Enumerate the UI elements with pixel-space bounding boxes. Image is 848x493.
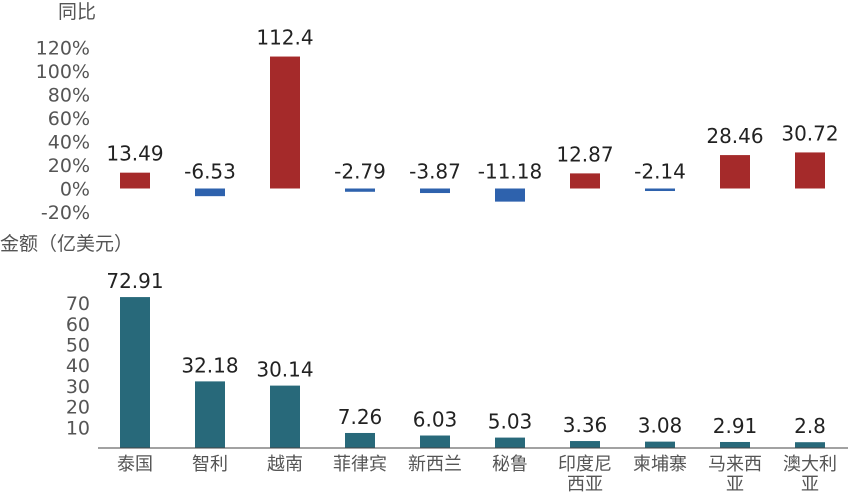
category-label: 新西兰 [408,454,462,475]
amount-axis-label: 金额（亿美元） [0,233,133,255]
amount-bar [195,381,225,448]
category-label: 智利 [192,454,228,475]
amount-bar [495,437,525,448]
amount-data-label: 7.26 [338,405,383,429]
category-label: 亚 [726,474,744,493]
category-label: 泰国 [117,454,153,475]
amount-bar [645,441,675,448]
yoy-bar [195,188,225,197]
yoy-ticks: 120%100%80%60%40%20%0%-20% [36,38,90,224]
yoy-data-label: -11.18 [478,160,542,184]
category-label: 马来西 [708,454,762,475]
amount-bar [345,432,375,448]
category-label: 柬埔寨 [633,454,687,475]
amount-data-label: 72.91 [106,269,163,293]
yoy-data-label: -6.53 [184,160,236,184]
amount-bar [270,385,300,448]
amount-bar [570,441,600,448]
amount-tick-label: 70 [66,293,90,315]
amount-data-labels: 72.91 32.18 30.14 7.26 6.03 5.03 3.36 3.08 2.91 2… [106,269,826,438]
yoy-tick-label: 80% [48,85,90,107]
amount-tick-label: 50 [66,335,90,357]
yoy-bar [795,152,825,189]
yoy-tick-label: 100% [36,61,90,83]
category-label: 越南 [267,454,303,475]
category-label: 菲律宾 [333,454,387,475]
yoy-tick-label: -20% [41,202,90,224]
amount-data-label: 2.8 [794,414,826,438]
amount-tick-label: 60 [66,314,90,336]
amount-bar [120,297,150,448]
amount-data-label: 5.03 [488,410,533,434]
yoy-bar [420,188,450,194]
yoy-bars [120,56,825,202]
amount-bar [795,442,825,448]
yoy-tick-label: 60% [48,108,90,130]
yoy-bar [570,173,600,189]
amount-data-label: 3.36 [563,413,608,437]
yoy-data-label: 13.49 [106,142,163,166]
yoy-data-label: -3.87 [409,160,461,184]
amount-tick-label: 20 [66,397,90,419]
category-label: 印度尼 [558,454,612,475]
yoy-data-label: 28.46 [706,124,763,148]
category-label: 秘鲁 [492,454,528,475]
amount-data-label: 2.91 [713,414,758,438]
yoy-tick-label: 20% [48,155,90,177]
amount-tick-label: 30 [66,376,90,398]
amount-data-label: 6.03 [413,408,458,432]
amount-bars [120,297,825,448]
yoy-tick-label: 0% [60,179,90,201]
category-label: 西亚 [567,474,603,493]
yoy-bar [495,188,525,202]
yoy-chart: 同比 120%100%80%60%40%20%0%-20% 13.49 -6.53… [36,1,839,224]
yoy-data-label: -2.14 [634,160,686,184]
yoy-bar [720,155,750,189]
yoy-data-label: -2.79 [334,160,386,184]
yoy-tick-label: 40% [48,132,90,154]
yoy-bar [270,56,300,189]
yoy-bar [120,172,150,189]
yoy-bar [345,188,375,192]
amount-data-label: 30.14 [256,358,313,382]
yoy-data-label: 30.72 [781,121,838,145]
category-label: 亚 [801,474,819,493]
yoy-data-label: 112.4 [256,26,313,50]
amount-data-label: 3.08 [638,414,683,438]
yoy-bar [645,188,675,192]
yoy-data-labels: 13.49 -6.53 112.4 -2.79 -3.87 -11.18 12.87 -2.1… [106,26,838,184]
amount-bar [720,441,750,448]
yoy-data-label: 12.87 [556,142,613,166]
amount-bar [420,435,450,448]
amount-data-label: 32.18 [181,353,238,377]
amount-tick-label: 10 [66,417,90,439]
yoy-axis-label: 同比 [58,1,96,23]
amount-tick-label: 40 [66,355,90,377]
yoy-tick-label: 120% [36,38,90,60]
category-label: 澳大利 [783,454,837,475]
